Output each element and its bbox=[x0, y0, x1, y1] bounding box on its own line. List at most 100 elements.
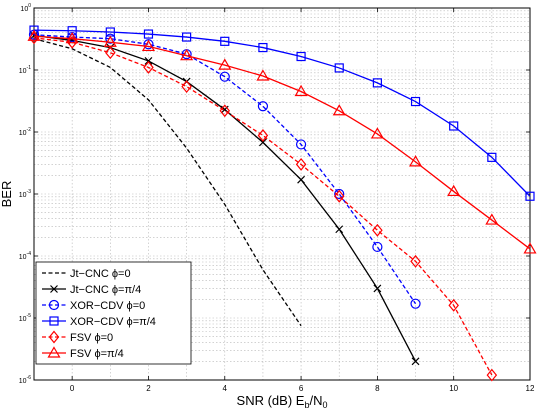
data-point bbox=[295, 139, 307, 150]
legend-item: FSV ϕ=π/4 bbox=[42, 346, 124, 360]
legend-marker bbox=[49, 316, 59, 326]
x-tick-label: 2 bbox=[146, 384, 151, 393]
series-line bbox=[33, 37, 493, 376]
data-point bbox=[487, 152, 497, 162]
data-point bbox=[219, 104, 231, 118]
data-point bbox=[523, 242, 537, 254]
x-axis-label-sub2: 0 bbox=[322, 400, 327, 410]
x-axis-label-sub1: b bbox=[304, 400, 309, 410]
series-line bbox=[33, 29, 531, 197]
x-tick-label: 4 bbox=[223, 384, 228, 393]
legend-marker bbox=[50, 285, 58, 293]
data-point bbox=[105, 46, 116, 60]
legend-label: FSV ϕ=π/4 bbox=[70, 348, 124, 360]
data-point bbox=[334, 188, 345, 200]
x-axis-label: SNR (dB) Eb/N0 bbox=[237, 393, 328, 410]
x-tick-label: 10 bbox=[449, 384, 458, 393]
data-point bbox=[143, 60, 154, 74]
data-point bbox=[143, 29, 154, 39]
data-point bbox=[27, 29, 41, 41]
data-point bbox=[296, 51, 306, 62]
legend-marker bbox=[48, 330, 60, 344]
y-tick-label: 10-4 bbox=[19, 251, 31, 261]
data-point bbox=[372, 223, 383, 237]
legend-item: XOR−CDV ϕ=0 bbox=[42, 299, 145, 312]
legend-box bbox=[35, 261, 192, 365]
data-point bbox=[372, 78, 382, 88]
data-point bbox=[258, 138, 267, 147]
y-tick-label: 10-5 bbox=[19, 313, 31, 323]
data-point bbox=[370, 127, 384, 139]
series-0 bbox=[33, 38, 302, 327]
y-tick-label: 10-3 bbox=[19, 189, 31, 199]
data-point bbox=[218, 58, 232, 70]
data-point bbox=[447, 184, 461, 197]
data-point bbox=[411, 357, 420, 366]
data-point bbox=[105, 33, 116, 44]
data-point bbox=[294, 84, 308, 97]
legend-item: FSV ϕ=0 bbox=[42, 330, 113, 344]
data-point bbox=[525, 191, 535, 201]
data-point bbox=[295, 157, 307, 171]
data-point bbox=[257, 128, 269, 142]
x-tick-label: 12 bbox=[526, 384, 535, 393]
data-point bbox=[256, 69, 270, 81]
series-line bbox=[33, 38, 302, 327]
data-point bbox=[410, 298, 421, 309]
legend-label: XOR−CDV ϕ=0 bbox=[70, 300, 145, 312]
y-tick-label: 10-1 bbox=[19, 65, 31, 75]
data-point bbox=[144, 57, 153, 65]
legend: Jt−CNC ϕ=0 Jt−CNC ϕ=π/4 XOR−CDV ϕ=0 XOR−CDV… bbox=[35, 261, 192, 365]
data-point bbox=[372, 241, 383, 253]
y-tick-label: 10-6 bbox=[19, 375, 31, 385]
x-axis-label-main: SNR (dB) E bbox=[237, 393, 305, 408]
data-point bbox=[65, 31, 79, 44]
y-tick-label: 100 bbox=[20, 3, 31, 13]
data-point bbox=[141, 39, 156, 52]
legend-item: XOR−CDV ϕ=π/4 bbox=[42, 316, 156, 328]
axis-ticks: 0 2 4 6 8 10 12 100 10-1 10-2 10-3 10-4 10-5 10-6 bbox=[19, 3, 535, 393]
grid bbox=[33, 8, 531, 381]
data-point bbox=[448, 298, 459, 312]
data-point bbox=[257, 101, 269, 112]
data-point bbox=[373, 284, 382, 293]
y-tick-label: 10-2 bbox=[19, 127, 31, 137]
data-point bbox=[333, 189, 345, 203]
data-point bbox=[410, 254, 421, 268]
data-point bbox=[103, 35, 117, 47]
x-axis-label-mid: /N bbox=[309, 393, 322, 408]
x-tick-label: 8 bbox=[375, 384, 380, 393]
data-point bbox=[449, 121, 459, 131]
legend-label: Jt−CNC ϕ=π/4 bbox=[70, 284, 141, 296]
data-point bbox=[67, 26, 77, 36]
y-axis-label: BER bbox=[0, 181, 14, 208]
legend-marker bbox=[48, 299, 60, 311]
data-point bbox=[258, 42, 268, 53]
data-point bbox=[297, 175, 306, 184]
data-point bbox=[332, 104, 346, 116]
series-line bbox=[33, 34, 417, 305]
legend-label: XOR−CDV ϕ=π/4 bbox=[70, 316, 156, 328]
data-point bbox=[181, 80, 192, 94]
legend-label: FSV ϕ=0 bbox=[70, 332, 113, 344]
series-5 bbox=[27, 29, 537, 254]
series-line bbox=[33, 35, 531, 250]
data-point bbox=[335, 225, 344, 234]
data-point bbox=[408, 155, 423, 167]
series-4 bbox=[28, 31, 498, 382]
data-point bbox=[219, 71, 230, 82]
x-tick-label: 6 bbox=[299, 384, 304, 393]
data-point bbox=[410, 96, 421, 107]
data-point bbox=[220, 36, 230, 46]
legend-item: Jt−CNC ϕ=0 bbox=[42, 268, 131, 280]
data-point bbox=[66, 35, 78, 49]
series-layer bbox=[27, 25, 537, 382]
data-point bbox=[334, 63, 344, 73]
data-point bbox=[182, 32, 192, 42]
x-tick-label: 0 bbox=[70, 384, 75, 393]
data-point bbox=[485, 213, 499, 225]
data-point bbox=[486, 368, 498, 382]
legend-label: Jt−CNC ϕ=0 bbox=[70, 268, 131, 280]
data-point bbox=[29, 25, 39, 35]
